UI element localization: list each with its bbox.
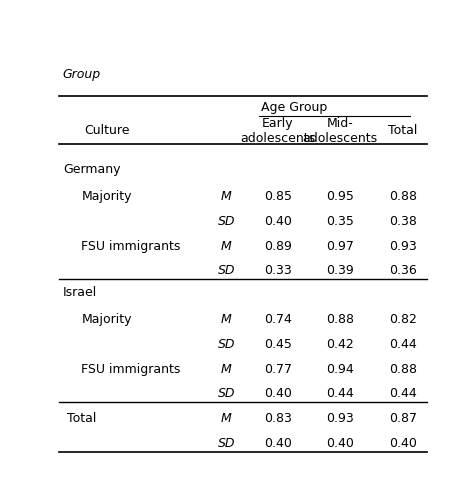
Text: Age Group: Age Group [261,100,328,113]
Text: FSU immigrants: FSU immigrants [82,239,181,252]
Text: 0.40: 0.40 [389,436,417,449]
Text: 0.40: 0.40 [264,436,292,449]
Text: Germany: Germany [63,162,120,175]
Text: 0.44: 0.44 [389,337,417,350]
Text: Group: Group [63,67,101,80]
Text: SD: SD [218,436,235,449]
Text: 0.44: 0.44 [327,387,354,400]
Text: 0.33: 0.33 [264,264,292,277]
Text: 0.88: 0.88 [326,313,354,326]
Text: 0.40: 0.40 [264,387,292,400]
Text: SD: SD [218,264,235,277]
Text: 0.40: 0.40 [264,214,292,227]
Text: 0.35: 0.35 [326,214,354,227]
Text: 0.93: 0.93 [389,239,417,252]
Text: 0.40: 0.40 [326,436,354,449]
Text: M: M [221,362,232,375]
Text: 0.82: 0.82 [389,313,417,326]
Text: Total: Total [388,124,418,137]
Text: 0.88: 0.88 [389,190,417,203]
Text: 0.87: 0.87 [389,411,417,424]
Text: 0.97: 0.97 [326,239,354,252]
Text: 0.39: 0.39 [327,264,354,277]
Text: 0.93: 0.93 [327,411,354,424]
Text: 0.74: 0.74 [264,313,292,326]
Text: FSU immigrants: FSU immigrants [82,362,181,375]
Text: 0.45: 0.45 [264,337,292,350]
Text: M: M [221,313,232,326]
Text: 0.95: 0.95 [326,190,354,203]
Text: Majority: Majority [82,313,132,326]
Text: 0.88: 0.88 [389,362,417,375]
Text: 0.38: 0.38 [389,214,417,227]
Text: Majority: Majority [82,190,132,203]
Text: 0.83: 0.83 [264,411,292,424]
Text: 0.36: 0.36 [389,264,417,277]
Text: 0.44: 0.44 [389,387,417,400]
Text: M: M [221,190,232,203]
Text: Total: Total [66,411,96,424]
Text: 0.77: 0.77 [264,362,292,375]
Text: 0.42: 0.42 [327,337,354,350]
Text: Mid-
adolescents: Mid- adolescents [303,117,378,145]
Text: SD: SD [218,337,235,350]
Text: Culture: Culture [84,124,130,137]
Text: 0.89: 0.89 [264,239,292,252]
Text: SD: SD [218,387,235,400]
Text: 0.94: 0.94 [327,362,354,375]
Text: Early
adolescents: Early adolescents [240,117,315,145]
Text: Israel: Israel [63,285,97,298]
Text: M: M [221,411,232,424]
Text: SD: SD [218,214,235,227]
Text: 0.85: 0.85 [264,190,292,203]
Text: M: M [221,239,232,252]
